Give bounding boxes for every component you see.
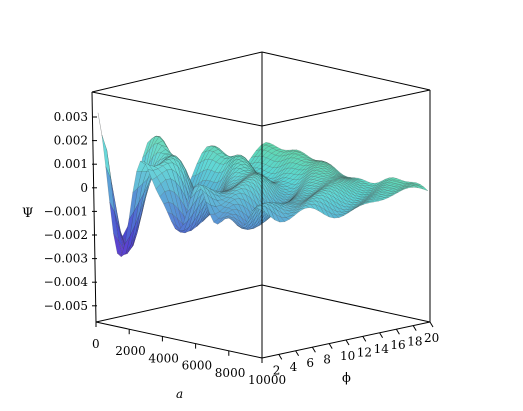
x-tick-label: 8000: [215, 366, 246, 380]
y-tick-mark: [429, 321, 434, 328]
y-tick-mark: [328, 343, 333, 349]
y-tick-mark: [379, 332, 384, 339]
y-tick-mark: [412, 325, 417, 331]
box-edge: [95, 284, 263, 323]
z-tick-label: −0.004: [44, 275, 89, 289]
x-tick-label: 6000: [182, 359, 213, 373]
x-tick-label: 0: [92, 337, 100, 351]
y-tick-label: 18: [407, 335, 422, 349]
box-edge: [91, 51, 263, 93]
y-tick-label: 12: [357, 345, 372, 359]
y-tick-label: 14: [374, 342, 390, 356]
box-edge: [261, 51, 431, 91]
y-tick-label: 8: [323, 353, 331, 367]
surface: [97, 112, 429, 258]
z-tick-label: −0.005: [44, 299, 88, 313]
y-tick-mark: [278, 354, 283, 360]
z-axis-label: Ψ: [22, 206, 33, 221]
box-edge: [261, 284, 431, 323]
z-tick-label: 0.002: [54, 134, 88, 148]
surface-patch: [255, 205, 266, 213]
z-tick-label: 0: [80, 181, 88, 195]
x-tick-label: 10000: [248, 373, 286, 387]
plot-box-front: [91, 89, 431, 359]
z-tick-label: 0.001: [54, 157, 88, 171]
y-axis-ticks: 2 4 6 8 10 12 14 16 18 20: [273, 321, 439, 377]
y-tick-mark: [311, 346, 316, 353]
y-tick-mark: [345, 339, 350, 346]
x-tick-label: 4000: [148, 351, 179, 365]
surface-patch: [97, 112, 107, 151]
y-tick-mark: [362, 336, 367, 342]
box-edge: [261, 89, 431, 127]
z-axis-ticks: 0.003 0.002 0.001 0 −0.001 −0.002 −0.003 −0.004…: [44, 110, 97, 313]
z-tick-label: 0.003: [54, 110, 88, 124]
box-edge: [91, 91, 97, 323]
y-tick-label: 10: [340, 349, 355, 363]
y-tick-label: 20: [424, 331, 439, 345]
x-axis-label: a: [176, 387, 183, 401]
y-axis-label: ϕ: [342, 371, 351, 386]
x-tick-label: 2000: [115, 344, 146, 358]
y-tick-label: 4: [290, 360, 298, 374]
z-tick-label: −0.002: [44, 228, 88, 242]
z-tick-label: −0.001: [44, 204, 88, 218]
box-edge: [91, 91, 263, 127]
y-tick-mark: [395, 328, 400, 335]
y-tick-label: 16: [390, 338, 405, 352]
y-tick-label: 2: [273, 363, 281, 377]
z-tick-label: −0.003: [44, 252, 88, 266]
box-edge: [95, 321, 263, 359]
y-tick-mark: [295, 350, 300, 357]
y-tick-label: 6: [306, 356, 314, 370]
